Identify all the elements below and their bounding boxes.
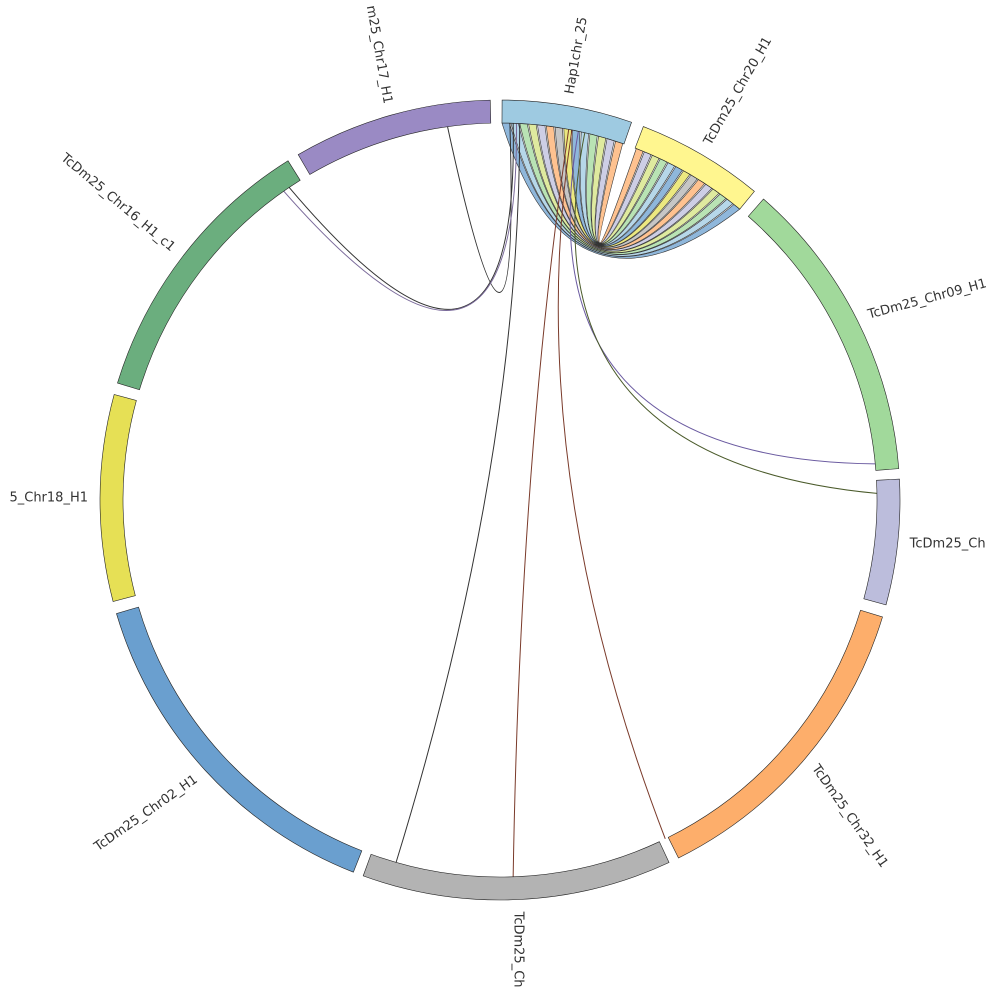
label-chr18: 5_Chr18_H1 xyxy=(9,490,88,505)
segment-chrB xyxy=(362,841,670,901)
label-chr16: TcDm25_Chr16_H1_c1 xyxy=(57,150,178,255)
segment-chr17 xyxy=(297,99,492,175)
link-hap1-chrX xyxy=(574,132,877,494)
label-chrB: TcDm25_Ch xyxy=(510,911,525,988)
link-hap1-chr32 xyxy=(557,129,666,840)
link-hap1-chr17 xyxy=(447,123,512,293)
label-chr32: TcDm25_Chr32_H1 xyxy=(808,761,891,871)
link-hap1-chr16 xyxy=(288,123,514,310)
label-chr02: TcDm25_Chr02_H1 xyxy=(91,772,201,855)
segments-group xyxy=(99,99,901,901)
segment-chr16 xyxy=(117,160,301,391)
segment-chr18 xyxy=(99,394,137,602)
label-chrX: TcDm25_Ch xyxy=(909,536,986,551)
segment-chrX xyxy=(863,478,901,606)
segment-chr02 xyxy=(116,606,363,873)
label-chr20: TcDm25_Chr20_H1 xyxy=(701,34,776,148)
segment-hap1 xyxy=(501,99,632,145)
segment-chr09 xyxy=(747,198,900,471)
link-hap1-chrB xyxy=(512,129,570,877)
links-group xyxy=(283,122,877,877)
label-chr17: m25_Chr17_H1 xyxy=(363,4,395,105)
segment-chr20 xyxy=(634,126,755,210)
segment-chr32 xyxy=(667,609,883,859)
link-hap1-chrB xyxy=(395,123,521,863)
labels-group: Hap1chr_25 TcDm25_Chr20_H1 TcDm25_Chr09_H1… xyxy=(9,4,988,987)
link-hap1-chr16 xyxy=(283,123,517,311)
link-hap1-chr09 xyxy=(569,131,876,465)
label-chr09: TcDm25_Chr09_H1 xyxy=(865,276,988,322)
label-hap1: Hap1chr_25 xyxy=(562,16,590,95)
